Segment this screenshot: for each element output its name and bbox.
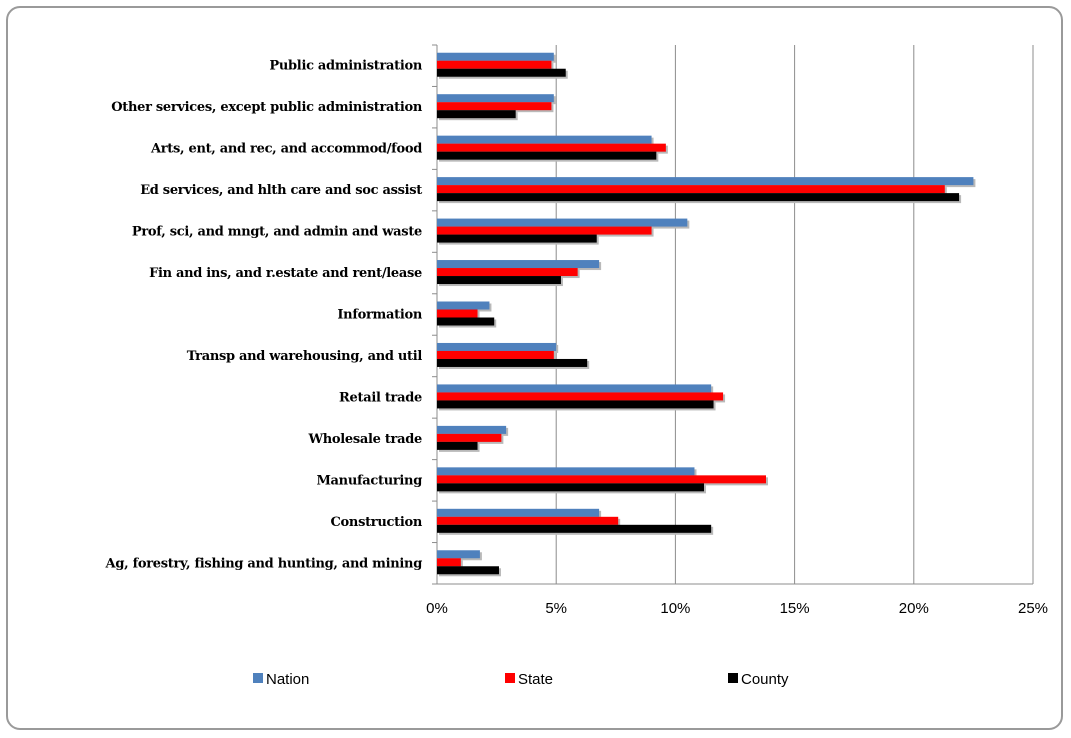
x-tick-label: 10% xyxy=(660,600,690,617)
category-label: Public administration xyxy=(269,59,422,74)
category-label: Prof, sci, and mngt, and admin and waste xyxy=(132,225,422,240)
bar-county xyxy=(437,400,714,409)
bar-county xyxy=(437,151,657,160)
bar-county xyxy=(437,193,960,202)
legend: Nation State County xyxy=(253,671,789,688)
bar-nation xyxy=(437,425,507,434)
bar-state xyxy=(437,516,619,525)
bar-county xyxy=(437,234,597,243)
bar-state xyxy=(437,143,666,152)
legend-label-county: County xyxy=(741,671,789,688)
legend-label-nation: Nation xyxy=(266,671,309,688)
category-labels: Public administration Other services, exc… xyxy=(105,59,424,572)
bar-county xyxy=(437,566,499,575)
category-label: Ag, forestry, fishing and hunting, and m… xyxy=(105,556,423,571)
x-tick-label: 0% xyxy=(426,600,448,617)
bar-state xyxy=(437,309,478,318)
category-label: Manufacturing xyxy=(316,473,422,488)
bar-nation xyxy=(437,94,554,103)
category-label: Other services, except public administra… xyxy=(111,100,423,115)
bar-county xyxy=(437,110,516,119)
x-tick-label: 15% xyxy=(780,600,810,617)
bar-state xyxy=(437,268,578,277)
bar-county xyxy=(437,483,705,492)
category-label: Wholesale trade xyxy=(307,432,422,447)
category-label: Fin and ins, and r.estate and rent/lease xyxy=(149,266,422,281)
bar-county xyxy=(437,68,566,77)
bar-nation xyxy=(437,177,974,186)
x-tick-label: 20% xyxy=(899,600,929,617)
bar-nation xyxy=(437,508,600,517)
bar-state xyxy=(437,475,766,484)
bar-county xyxy=(437,524,712,533)
bar-state xyxy=(437,558,461,567)
bar-nation xyxy=(437,218,688,227)
bar-state xyxy=(437,185,945,194)
bar-nation xyxy=(437,384,712,393)
legend-label-state: State xyxy=(518,671,553,688)
bar-nation xyxy=(437,550,480,559)
bar-state xyxy=(437,226,652,235)
category-label: Information xyxy=(337,308,422,323)
x-tick-label: 5% xyxy=(545,600,567,617)
legend-swatch-nation xyxy=(253,673,263,683)
bar-state xyxy=(437,60,552,69)
category-label: Ed services, and hlth care and soc assis… xyxy=(140,183,422,198)
bar-nation xyxy=(437,52,554,61)
bar-nation xyxy=(437,342,557,351)
bar-state xyxy=(437,102,552,111)
category-label: Construction xyxy=(331,515,423,530)
bar-state xyxy=(437,433,502,442)
bar-county xyxy=(437,276,561,285)
bar-state xyxy=(437,350,554,359)
bar-county xyxy=(437,317,495,326)
gridlines xyxy=(432,44,1034,585)
category-label: Transp and warehousing, and util xyxy=(187,349,423,364)
x-tick-labels: 0% 5% 10% 15% 20% 25% xyxy=(426,600,1048,617)
bar-nation xyxy=(437,301,490,310)
category-label: Retail trade xyxy=(339,390,422,405)
bars xyxy=(437,52,976,577)
bar-nation xyxy=(437,135,652,144)
x-tick-label: 25% xyxy=(1018,600,1048,617)
bar-county xyxy=(437,441,478,450)
bar-county xyxy=(437,358,588,367)
legend-swatch-state xyxy=(505,673,515,683)
bar-state xyxy=(437,392,724,401)
bar-nation xyxy=(437,260,600,269)
legend-swatch-county xyxy=(728,673,738,683)
bar-nation xyxy=(437,467,695,476)
category-label: Arts, ent, and rec, and accommod/food xyxy=(150,142,422,157)
